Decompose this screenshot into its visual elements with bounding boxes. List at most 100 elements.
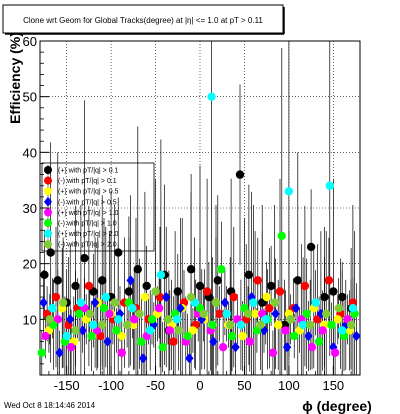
data-point [66, 314, 75, 325]
data-point [78, 325, 87, 336]
data-point [227, 331, 237, 341]
data-point [156, 270, 166, 279]
data-point [173, 287, 182, 296]
data-point [213, 276, 222, 285]
data-point [76, 298, 86, 307]
legend-label: (+) with pT/|q| > 0.1 [58, 168, 119, 175]
y-tick-label: 10 [23, 312, 37, 327]
data-point [151, 287, 160, 296]
data-point [302, 309, 311, 318]
x-tick-label: 50 [237, 378, 251, 393]
legend-marker [44, 219, 52, 227]
data-point [306, 242, 316, 252]
data-point [186, 265, 196, 274]
y-tick-label: 20 [23, 257, 37, 272]
data-point [37, 348, 46, 357]
data-point [333, 315, 342, 324]
data-point [207, 92, 216, 101]
data-point [162, 291, 171, 303]
data-point [147, 315, 157, 324]
data-markers [37, 92, 361, 364]
data-point [117, 348, 126, 357]
data-point [329, 287, 338, 296]
data-point [220, 297, 230, 308]
data-point [266, 281, 276, 291]
data-point [98, 320, 107, 330]
data-point [307, 342, 317, 352]
data-point [117, 331, 126, 341]
legend-frame [41, 162, 155, 252]
data-point [238, 331, 247, 341]
data-point [334, 304, 343, 313]
legend-label: (-) with pT/|q| > 2.0 [58, 242, 117, 249]
data-point [270, 298, 279, 307]
data-point [348, 304, 358, 313]
data-point [256, 320, 265, 330]
data-point [80, 253, 89, 263]
legend-marker [44, 196, 52, 207]
data-point [98, 276, 107, 285]
data-point [99, 304, 109, 313]
chart-title: Clone wrt Geom for Global Tracks(degree)… [23, 16, 263, 25]
data-point [268, 348, 278, 357]
data-point [51, 292, 61, 302]
data-point [313, 315, 322, 324]
data-point [208, 320, 217, 330]
data-point [211, 298, 221, 307]
data-point [293, 276, 302, 285]
data-point [90, 297, 100, 308]
data-point [217, 265, 226, 274]
data-point [352, 330, 361, 342]
data-point [271, 308, 280, 319]
data-point [304, 330, 313, 342]
data-point [275, 287, 285, 296]
data-point [229, 292, 238, 302]
data-point [45, 315, 54, 324]
timestamp: Wed Oct 8 18:14:46 2014 [4, 401, 96, 410]
y-tick-label: 60 [23, 34, 37, 49]
data-point [163, 315, 173, 324]
data-point [89, 320, 98, 330]
data-point [55, 347, 64, 358]
legend-marker [44, 166, 52, 174]
data-point [202, 287, 212, 296]
legend-label: (-) with pT/|q| > 0.5 [58, 199, 117, 206]
data-point [133, 265, 142, 274]
data-point [112, 326, 121, 335]
x-tick-label: -50 [146, 378, 165, 393]
y-tick-label: 30 [23, 201, 37, 216]
data-point [114, 248, 123, 257]
x-tick-label: -100 [98, 378, 124, 393]
data-point [261, 315, 270, 324]
data-point [58, 298, 68, 307]
legend-label: (-) with pT/|q| > 0.1 [58, 178, 117, 185]
data-point [124, 287, 134, 296]
data-point [135, 309, 144, 318]
data-point [325, 181, 334, 190]
data-point [243, 309, 253, 318]
legend-label: (+) with pT/|q| > 1.0 [58, 210, 119, 217]
data-point [85, 309, 94, 318]
data-point [300, 281, 310, 291]
data-point [286, 315, 295, 324]
data-point [245, 337, 254, 346]
data-point [128, 304, 137, 313]
data-point [103, 336, 112, 347]
title-box: Clone wrt Geom for Global Tracks(degree)… [2, 4, 285, 35]
data-point [122, 320, 132, 330]
data-point [114, 315, 123, 324]
data-point [40, 270, 49, 279]
data-point [71, 281, 80, 291]
legend-marker [44, 229, 52, 238]
data-point [236, 320, 246, 330]
data-point [130, 315, 139, 324]
x-tick-label: 100 [278, 378, 300, 393]
data-point [185, 353, 194, 364]
data-point [291, 303, 301, 314]
data-point [66, 342, 76, 352]
data-point [186, 292, 196, 302]
data-point [253, 276, 262, 285]
data-point [215, 309, 224, 318]
data-point [311, 298, 320, 307]
